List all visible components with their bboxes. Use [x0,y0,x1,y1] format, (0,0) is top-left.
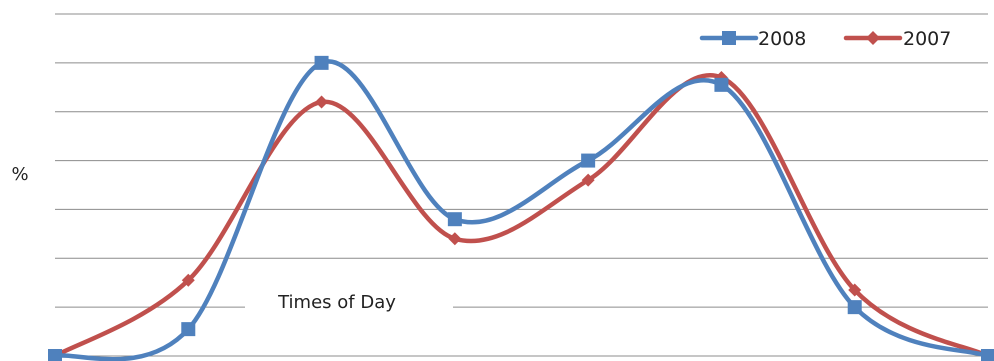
series-line-2008 [52,59,991,361]
x-axis-title: Times of Day [277,292,396,313]
data-point-2008-0 [48,349,62,361]
legend-item-2008: 2008 [699,28,806,50]
series-line-2007 [52,73,991,359]
x-axis-title-background [245,282,453,322]
marker-layer [48,55,994,361]
data-point-2007-2 [315,95,329,109]
legend-label-2007: 2007 [903,28,951,50]
data-point-2007-4 [581,173,595,187]
legend-marker-2008 [722,31,736,45]
data-point-2007-6 [848,283,862,297]
data-point-2007-3 [448,232,462,246]
series-layer [52,59,991,361]
legend-item-2007: 2007 [843,28,951,50]
legend-marker-2007 [866,31,880,45]
data-point-2008-6 [847,300,862,315]
legend: 2008 2007 [699,28,951,50]
y-axis-title: % [11,164,28,185]
data-point-2007-1 [181,273,195,287]
data-point-2008-4 [581,153,596,168]
data-point-2008-2 [314,55,329,70]
data-point-2008-3 [447,212,462,227]
data-point-2008-7 [981,349,994,361]
data-point-2008-5 [714,77,729,92]
legend-label-2008: 2008 [758,28,806,50]
data-point-2008-1 [181,322,196,337]
gridlines [55,13,988,357]
